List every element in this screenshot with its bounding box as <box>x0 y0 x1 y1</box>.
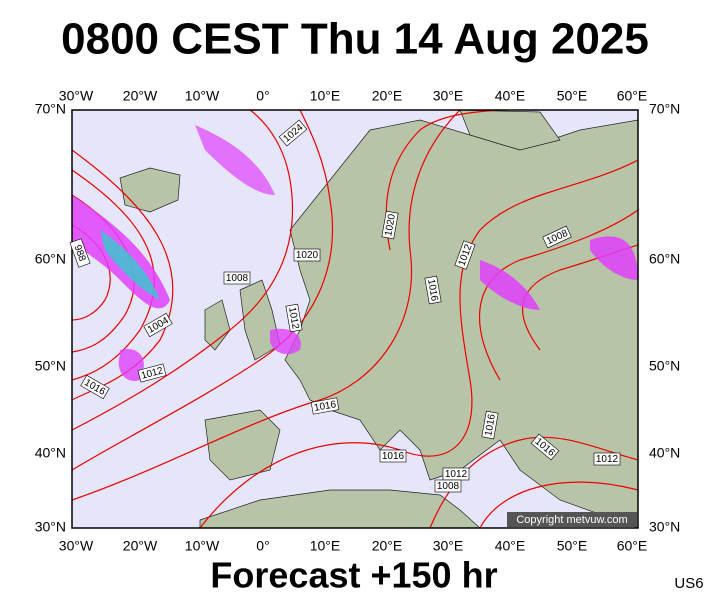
isobar-label-box <box>137 363 167 383</box>
lat-label-left: 50°N <box>35 358 66 374</box>
lon-label-top: 20°W <box>123 88 158 104</box>
map-area <box>72 110 638 528</box>
isobar-label-text: 1012 <box>286 306 301 330</box>
lon-label-bottom: 30°W <box>59 538 94 554</box>
lon-label-bottom: 50°E <box>557 538 588 554</box>
lat-label-right: 60°N <box>649 251 680 267</box>
lon-label-top: 60°E <box>617 88 648 104</box>
isobar-label-box <box>454 240 476 270</box>
isobar-label: 1020 <box>381 210 399 240</box>
isobar-label-box <box>293 248 321 262</box>
isobar-label-box <box>424 275 442 305</box>
isobar-label-box <box>379 449 407 463</box>
lon-label-top: 10°E <box>310 88 341 104</box>
code: US6 <box>674 575 703 592</box>
credit-box <box>507 512 637 527</box>
isobar-label: 1016 <box>379 449 407 463</box>
isobar-label-box <box>80 374 110 400</box>
isobar-label-box <box>530 433 560 461</box>
isobar-label: 1020 <box>293 248 321 262</box>
lon-label-top: 10°W <box>185 88 220 104</box>
lon-label-top: 20°E <box>372 88 403 104</box>
precipitation <box>72 125 638 381</box>
lon-label-bottom: 30°E <box>433 538 464 554</box>
isobar-label-box <box>381 210 399 240</box>
credit: Copyright metvuw.com <box>516 514 627 526</box>
isobar-label-text: 1016 <box>483 413 498 437</box>
footer: Forecast +150 hr <box>210 555 497 596</box>
lon-label-bottom: 10°E <box>310 538 341 554</box>
isobar-label-box <box>481 410 499 440</box>
lon-label-top: 40°E <box>495 88 526 104</box>
lon-label-bottom: 10°W <box>185 538 220 554</box>
lon-label-top: 30°E <box>433 88 464 104</box>
lon-label-top: 0° <box>256 88 269 104</box>
isobar-label: 1012 <box>593 452 621 466</box>
isobar-label-text: 1016 <box>313 399 337 414</box>
isobar-label-box <box>285 303 303 333</box>
isobar-label-box <box>69 238 91 268</box>
lat-label-right: 50°N <box>649 358 680 374</box>
lon-label-bottom: 40°E <box>495 538 526 554</box>
isobar-label: 1008 <box>223 271 251 285</box>
lon-label-bottom: 20°W <box>123 538 158 554</box>
isobar-label-text: 1008 <box>437 481 460 492</box>
lon-label-bottom: 0° <box>256 538 269 554</box>
isobar-label-text: 1020 <box>296 250 319 261</box>
isobar-label-box <box>434 479 462 493</box>
isobar-label-text: 1012 <box>596 454 619 465</box>
lat-label-left: 40°N <box>35 445 66 461</box>
isobar-label-text: 1016 <box>382 451 405 462</box>
title: 0800 CEST Thu 14 Aug 2025 <box>61 15 649 64</box>
lat-label-right: 70°N <box>649 101 680 117</box>
isobar-label: 1012 <box>285 303 303 333</box>
isobar-label-box <box>593 452 621 466</box>
isobar-label: 988 <box>69 238 91 268</box>
lat-label-left: 70°N <box>35 101 66 117</box>
lon-label-bottom: 60°E <box>617 538 648 554</box>
lon-label-top: 30°W <box>59 88 94 104</box>
map-frame <box>71 109 639 529</box>
isobar-label-box <box>223 271 251 285</box>
isobar-label-box <box>278 119 308 147</box>
isobar-label-box <box>143 312 173 338</box>
isobar-label-text: 1012 <box>445 469 468 480</box>
isobar-label: 1008 <box>434 479 462 493</box>
lon-label-bottom: 20°E <box>372 538 403 554</box>
isobar-label: 1016 <box>481 410 499 440</box>
isobar-label-box <box>310 397 340 415</box>
isobar-label-text: 1008 <box>226 273 249 284</box>
lat-label-left: 60°N <box>35 251 66 267</box>
lat-label-left: 30°N <box>35 519 66 535</box>
isobar-label-text: 1016 <box>425 278 440 302</box>
lat-label-right: 40°N <box>649 445 680 461</box>
lon-label-top: 50°E <box>557 88 588 104</box>
isobar-label: 1012 <box>442 467 470 481</box>
isobar-label-text: 1020 <box>383 213 398 237</box>
isobar-label-box <box>542 225 572 249</box>
isobar-label: 1016 <box>424 275 442 305</box>
isobar-label: 1012 <box>137 363 167 383</box>
lat-label-right: 30°N <box>649 519 680 535</box>
isobar-label: 1016 <box>310 397 340 415</box>
